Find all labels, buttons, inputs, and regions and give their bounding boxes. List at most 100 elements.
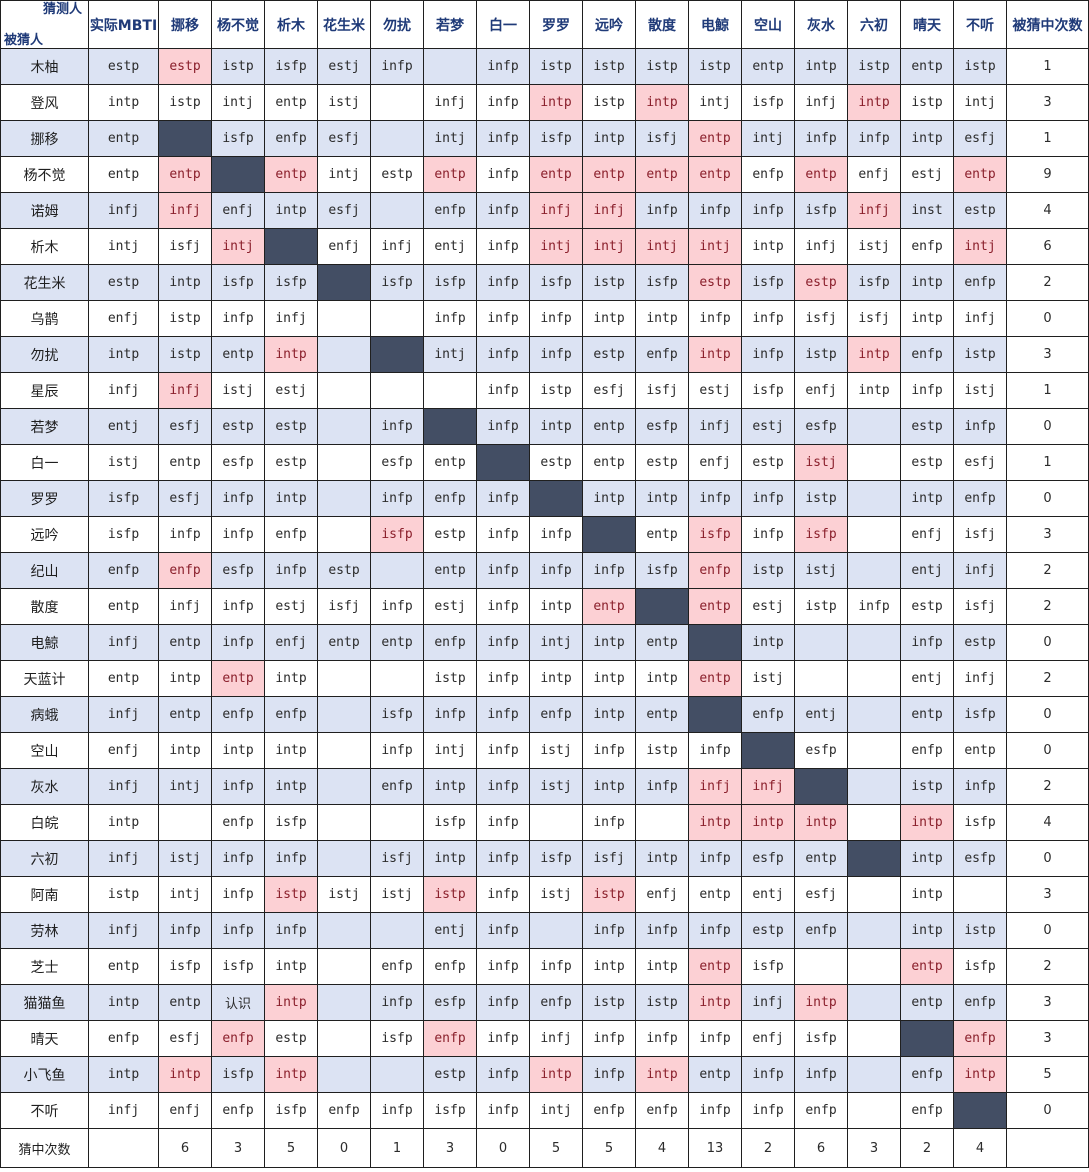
guess-cell: infj	[741, 984, 795, 1021]
guess-cell	[370, 912, 424, 949]
actual-mbti-cell: enfj	[88, 732, 159, 769]
target-name-cell: 勿扰	[0, 336, 89, 373]
guess-cell: enfj	[847, 156, 901, 193]
guess-cell: istp	[158, 300, 212, 337]
guesser-header: 空山	[741, 0, 795, 49]
guess-cell: infp	[529, 552, 583, 589]
guess-cell: intp	[158, 264, 212, 301]
guess-cell: isfp	[741, 372, 795, 409]
guess-cell: enfp	[900, 732, 954, 769]
guess-cell: istj	[211, 372, 265, 409]
table-row: 晴天 enfp esfj enfp estp isfp enfp infp infj infp in…	[0, 1020, 1089, 1057]
correct-guess-cell: istp	[582, 876, 636, 913]
times-guessed-cell: 9	[1006, 156, 1089, 193]
target-name-cell: 星辰	[0, 372, 89, 409]
guess-cell: esfp	[794, 408, 848, 445]
correct-guess-cell: intp	[847, 84, 901, 121]
guesser-header: 花生米	[317, 0, 371, 49]
guess-cell: infp	[635, 1020, 689, 1057]
guess-cell: estp	[953, 624, 1007, 661]
table-row: 若梦 entj esfj estp estp infp infp intp entp esfp in…	[0, 408, 1089, 445]
correct-guess-cell: intj	[688, 228, 742, 265]
guess-cell: infp	[635, 192, 689, 229]
guess-cell: entp	[794, 840, 848, 877]
self-guess-blocked-cell	[423, 408, 477, 445]
guess-cell	[847, 768, 901, 805]
target-name-cell: 白一	[0, 444, 89, 481]
guess-cell: infj	[264, 300, 318, 337]
target-name-cell: 木柚	[0, 48, 89, 85]
correct-guess-cell: enfp	[953, 1020, 1007, 1057]
correct-guess-cell: intj	[953, 228, 1007, 265]
correct-guess-cell: entp	[953, 156, 1007, 193]
self-guess-blocked-cell	[900, 1020, 954, 1057]
guess-cell: infp	[582, 732, 636, 769]
table-row: 乌鹊 enfj istp infp infj infp infp infp intp intp in…	[0, 300, 1089, 337]
guess-cell: isfp	[741, 84, 795, 121]
times-guessed-cell: 3	[1006, 516, 1089, 553]
guess-cell: enfj	[635, 876, 689, 913]
self-guess-blocked-cell	[741, 732, 795, 769]
correct-guess-cell: infj	[158, 192, 212, 229]
guess-cell: entp	[158, 696, 212, 733]
target-name-cell: 纪山	[0, 552, 89, 589]
guess-cell: infp	[476, 984, 530, 1021]
guess-cell: intp	[582, 300, 636, 337]
guess-cell: istp	[794, 588, 848, 625]
target-name-cell: 空山	[0, 732, 89, 769]
target-name-cell: 诺姆	[0, 192, 89, 229]
guess-cell	[370, 660, 424, 697]
guess-cell: infp	[264, 552, 318, 589]
actual-mbti-cell: infj	[88, 912, 159, 949]
correct-guess-count-cell: 4	[953, 1128, 1007, 1168]
guess-cell: entp	[582, 408, 636, 445]
guess-cell: isfp	[953, 696, 1007, 733]
guess-cell: entj	[423, 912, 477, 949]
guess-cell: istp	[582, 984, 636, 1021]
guess-cell: estp	[582, 336, 636, 373]
guess-cell: enfp	[900, 336, 954, 373]
guess-cell: intj	[423, 120, 477, 157]
guesser-header: 灰水	[794, 0, 848, 49]
guess-cell: esfp	[211, 552, 265, 589]
guess-cell: estj	[317, 48, 371, 85]
guess-cell: isfp	[264, 264, 318, 301]
guess-cell: infp	[741, 300, 795, 337]
guess-cell	[847, 1056, 901, 1093]
guess-cell: intp	[900, 120, 954, 157]
times-guessed-cell: 1	[1006, 48, 1089, 85]
guess-cell: enfj	[794, 372, 848, 409]
correct-guess-cell: intp	[900, 804, 954, 841]
correct-guess-count-cell: 4	[635, 1128, 689, 1168]
guess-cell: istp	[582, 264, 636, 301]
self-guess-blocked-cell	[635, 588, 689, 625]
correct-guess-cell: intp	[635, 84, 689, 121]
correct-guess-cell: intp	[847, 336, 901, 373]
guess-cell: infp	[847, 588, 901, 625]
guess-cell: intp	[529, 408, 583, 445]
guess-cell: isfp	[211, 120, 265, 157]
guess-cell: infp	[741, 480, 795, 517]
target-name-cell: 病蛾	[0, 696, 89, 733]
correct-guess-cell: infj	[158, 372, 212, 409]
self-guess-blocked-cell	[794, 768, 848, 805]
guess-cell: enfp	[953, 480, 1007, 517]
guess-cell: istj	[317, 876, 371, 913]
target-name-cell: 杨不觉	[0, 156, 89, 193]
correct-guess-cell: entp	[423, 156, 477, 193]
guess-cell: infp	[953, 408, 1007, 445]
guess-cell: istp	[741, 552, 795, 589]
target-name-cell: 天蓝计	[0, 660, 89, 697]
guess-cell	[317, 912, 371, 949]
guess-cell: intp	[582, 948, 636, 985]
times-guessed-cell: 0	[1006, 696, 1089, 733]
target-axis-label: 被猜人	[4, 33, 44, 48]
guess-cell: infp	[370, 48, 424, 85]
actual-mbti-cell: intp	[88, 1056, 159, 1093]
guess-cell: istj	[741, 660, 795, 697]
guess-cell: isfj	[847, 300, 901, 337]
guess-cell: infp	[423, 300, 477, 337]
self-guess-blocked-cell	[688, 696, 742, 733]
guess-cell: infp	[476, 48, 530, 85]
